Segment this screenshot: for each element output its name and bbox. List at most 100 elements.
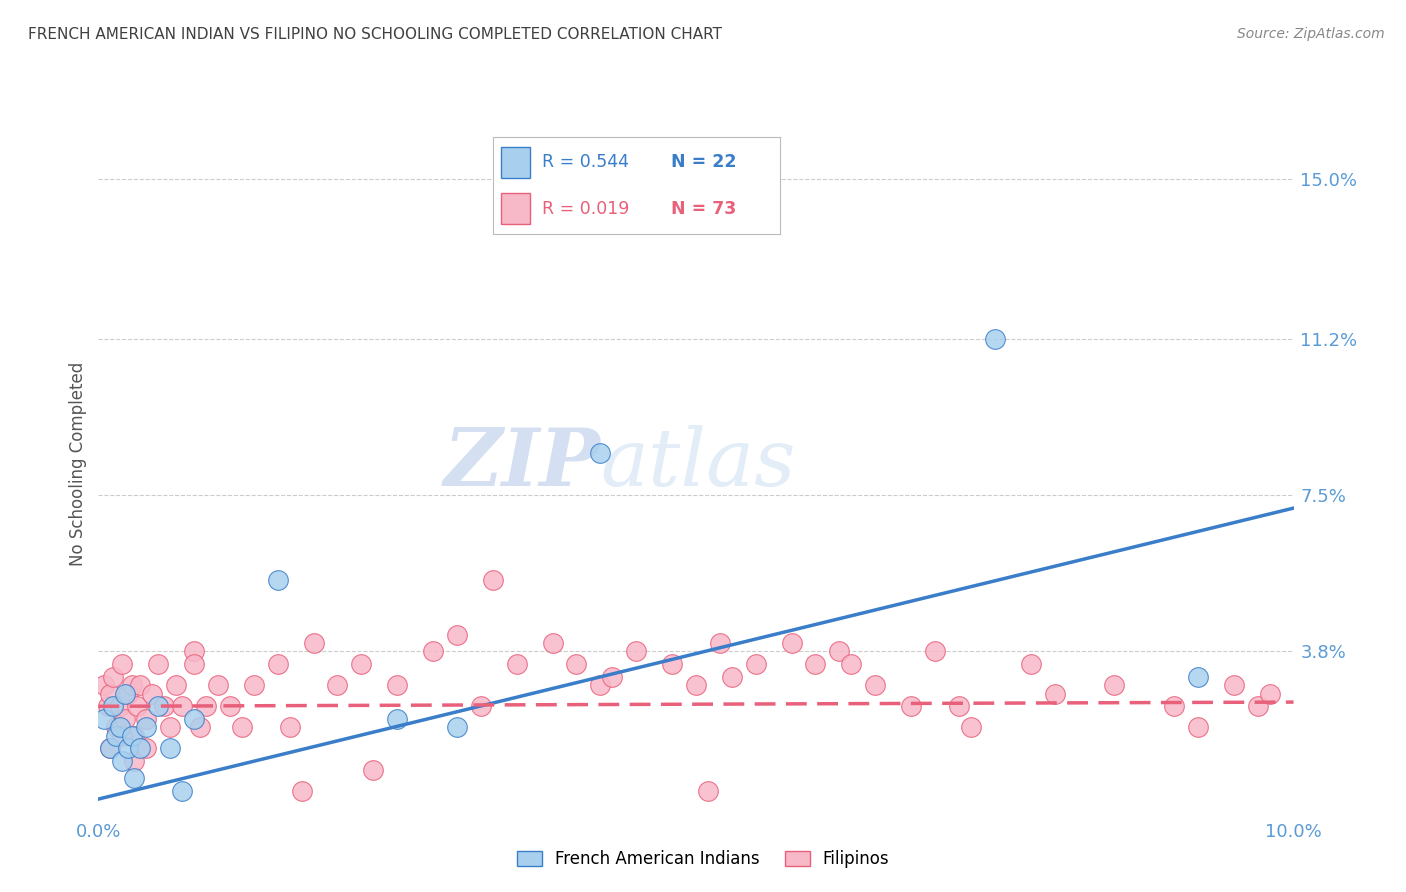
Point bbox=[129, 741, 152, 756]
Point bbox=[900, 699, 922, 714]
Point bbox=[804, 657, 827, 672]
Point bbox=[135, 720, 157, 734]
Point bbox=[121, 678, 143, 692]
Point bbox=[267, 573, 290, 587]
Point bbox=[108, 720, 131, 734]
Point bbox=[780, 636, 803, 650]
Point bbox=[172, 699, 194, 714]
Point bbox=[709, 636, 731, 650]
Point bbox=[93, 678, 115, 692]
Point bbox=[105, 729, 128, 743]
Point bbox=[108, 699, 131, 714]
Text: FRENCH AMERICAN INDIAN VS FILIPINO NO SCHOOLING COMPLETED CORRELATION CHART: FRENCH AMERICAN INDIAN VS FILIPINO NO SC… bbox=[28, 27, 723, 42]
Point bbox=[207, 678, 229, 692]
Point bbox=[100, 687, 122, 701]
Point bbox=[326, 678, 349, 692]
Point bbox=[135, 712, 157, 726]
Point bbox=[159, 741, 181, 756]
Point bbox=[565, 657, 588, 672]
Text: ZIP: ZIP bbox=[443, 425, 600, 502]
Text: atlas: atlas bbox=[600, 425, 796, 502]
Point bbox=[841, 657, 863, 672]
Point bbox=[97, 699, 120, 714]
Point bbox=[1222, 678, 1246, 692]
Point bbox=[446, 627, 468, 641]
Point bbox=[661, 657, 683, 672]
Point bbox=[828, 644, 851, 658]
Point bbox=[148, 699, 170, 714]
Point bbox=[1258, 687, 1281, 701]
Point bbox=[685, 678, 707, 692]
Point bbox=[114, 687, 136, 701]
Point bbox=[135, 741, 157, 756]
Point bbox=[290, 783, 312, 797]
Point bbox=[720, 670, 742, 684]
Point bbox=[105, 720, 128, 734]
Point bbox=[93, 712, 115, 726]
Point bbox=[589, 678, 612, 692]
Point bbox=[101, 699, 124, 714]
Point bbox=[117, 741, 139, 756]
Point bbox=[267, 657, 290, 672]
Point bbox=[124, 729, 146, 743]
Point bbox=[1163, 699, 1185, 714]
Point bbox=[385, 678, 409, 692]
Point bbox=[153, 699, 176, 714]
Point bbox=[124, 754, 146, 768]
Point bbox=[302, 636, 325, 650]
Point bbox=[219, 699, 242, 714]
Legend: French American Indians, Filipinos: French American Indians, Filipinos bbox=[510, 844, 896, 875]
Point bbox=[446, 720, 468, 734]
Point bbox=[924, 644, 946, 658]
Point bbox=[159, 720, 181, 734]
Point bbox=[100, 741, 122, 756]
Point bbox=[602, 670, 624, 684]
Point bbox=[1246, 699, 1268, 714]
Point bbox=[506, 657, 529, 672]
Point bbox=[124, 771, 146, 785]
Point bbox=[385, 712, 409, 726]
Point bbox=[481, 573, 503, 587]
Point bbox=[1187, 720, 1209, 734]
Point bbox=[114, 712, 136, 726]
Point bbox=[361, 763, 384, 777]
Text: Source: ZipAtlas.com: Source: ZipAtlas.com bbox=[1237, 27, 1385, 41]
Point bbox=[1102, 678, 1125, 692]
Point bbox=[745, 657, 768, 672]
Point bbox=[1019, 657, 1042, 672]
Point bbox=[111, 754, 134, 768]
Point bbox=[959, 720, 981, 734]
Point bbox=[696, 783, 718, 797]
Y-axis label: No Schooling Completed: No Schooling Completed bbox=[69, 362, 87, 566]
Point bbox=[188, 720, 211, 734]
Point bbox=[121, 729, 143, 743]
Point bbox=[589, 446, 612, 460]
Point bbox=[125, 699, 148, 714]
Point bbox=[626, 644, 648, 658]
Point bbox=[141, 687, 163, 701]
Point bbox=[183, 644, 205, 658]
Point bbox=[278, 720, 301, 734]
Point bbox=[984, 333, 1007, 347]
Point bbox=[470, 699, 492, 714]
Point bbox=[111, 729, 134, 743]
Point bbox=[948, 699, 970, 714]
Point bbox=[195, 699, 218, 714]
Point bbox=[863, 678, 887, 692]
Point bbox=[117, 687, 139, 701]
Point bbox=[100, 741, 122, 756]
Point bbox=[172, 783, 194, 797]
Point bbox=[1187, 670, 1209, 684]
Point bbox=[350, 657, 373, 672]
Point bbox=[541, 636, 564, 650]
Point bbox=[231, 720, 253, 734]
Point bbox=[111, 657, 134, 672]
Point bbox=[183, 657, 205, 672]
Point bbox=[243, 678, 266, 692]
Point bbox=[422, 644, 444, 658]
Point bbox=[148, 657, 170, 672]
Point bbox=[129, 678, 152, 692]
Point bbox=[1043, 687, 1066, 701]
Point bbox=[165, 678, 187, 692]
Point bbox=[101, 670, 124, 684]
